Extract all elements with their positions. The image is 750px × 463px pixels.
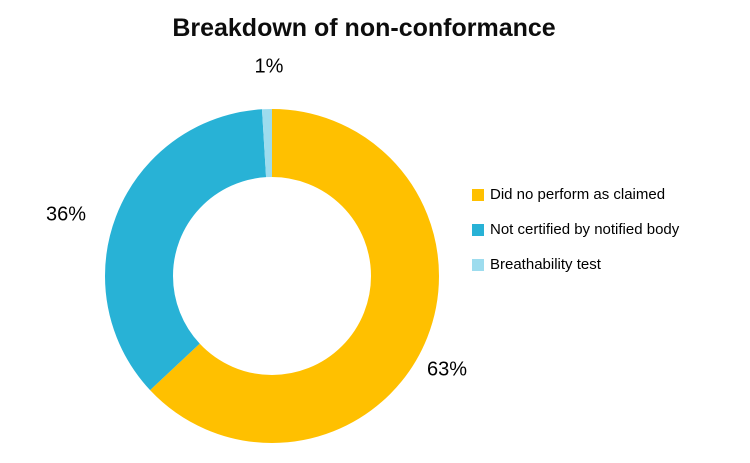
data-label-slice-2: 36% bbox=[45, 203, 87, 226]
donut-slice-2 bbox=[105, 109, 439, 443]
legend-swatch-icon bbox=[472, 188, 484, 201]
chart-title: Breakdown of non-conformance bbox=[172, 14, 556, 42]
legend-label: Did no perform as claimed bbox=[490, 186, 666, 203]
legend-swatch-icon bbox=[472, 258, 484, 271]
donut-slice-3 bbox=[105, 109, 439, 443]
legend-label: Not certified by notified body bbox=[490, 221, 680, 238]
legend-item-not-certified: Not certified by notified body bbox=[472, 212, 679, 247]
legend-swatch-icon bbox=[472, 223, 484, 236]
data-label-slice-1: 63% bbox=[426, 358, 468, 381]
legend-item-breathability: Breathability test bbox=[472, 247, 679, 282]
legend: Did no perform as claimed Not certified … bbox=[472, 177, 679, 282]
legend-item-did-no-perform: Did no perform as claimed bbox=[472, 177, 679, 212]
data-label-slice-3: 1% bbox=[254, 55, 284, 78]
legend-label: Breathability test bbox=[490, 256, 601, 273]
